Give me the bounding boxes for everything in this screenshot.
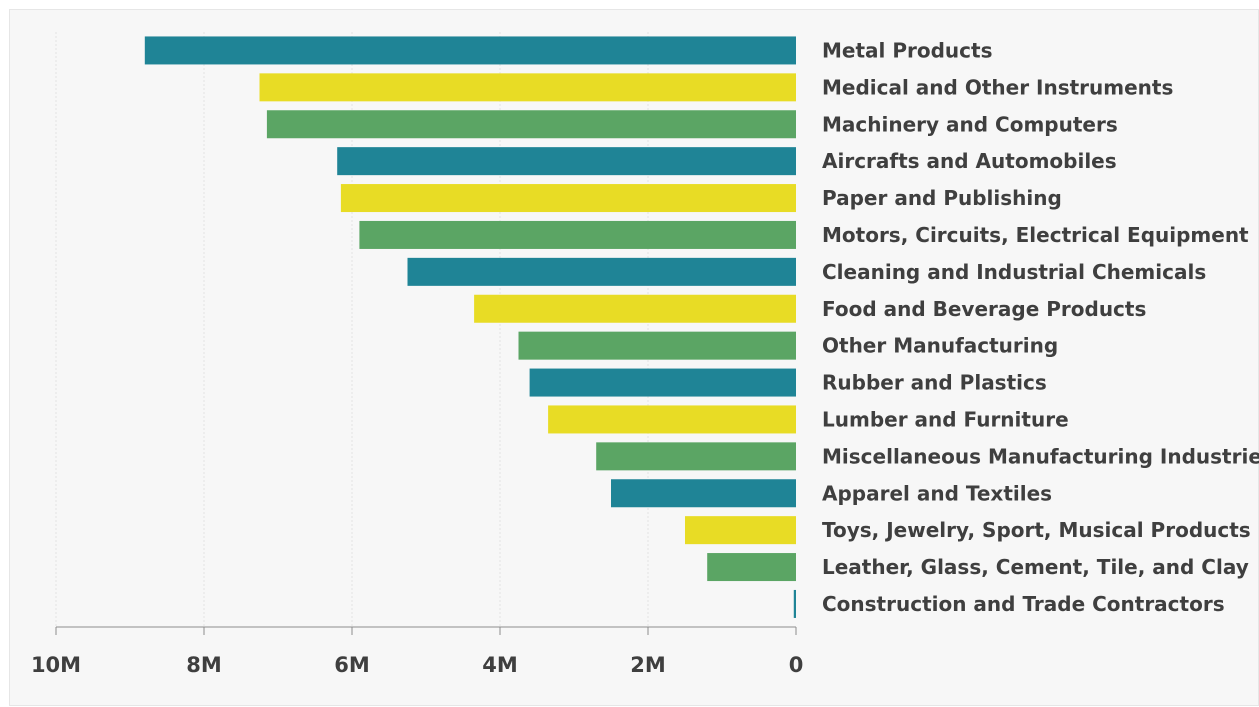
category-label: Motors, Circuits, Electrical Equipment xyxy=(822,223,1249,247)
x-axis: 10M 8M 6M 4M 2M 0 xyxy=(31,626,804,677)
bar xyxy=(266,110,796,139)
bar xyxy=(337,147,796,176)
bars xyxy=(144,36,797,618)
x-tick-label: 10M xyxy=(31,653,81,677)
bar xyxy=(793,589,796,618)
bar xyxy=(259,73,796,102)
category-label: Leather, Glass, Cement, Tile, and Clay xyxy=(822,555,1249,579)
grid-lines xyxy=(55,32,649,627)
bar xyxy=(359,220,796,249)
category-label: Food and Beverage Products xyxy=(822,297,1146,321)
category-label: Toys, Jewelry, Sport, Musical Products xyxy=(822,518,1251,542)
bar xyxy=(685,516,796,545)
bar xyxy=(707,553,796,582)
chart-panel: 10M 8M 6M 4M 2M 0 Metal Products Medical and O… xyxy=(9,9,1259,706)
bar xyxy=(474,294,796,323)
category-label: Lumber and Furniture xyxy=(822,407,1069,431)
category-label: Other Manufacturing xyxy=(822,334,1058,358)
bar xyxy=(144,36,797,65)
category-label: Rubber and Plastics xyxy=(822,371,1047,395)
x-tick-label: 6M xyxy=(334,653,370,677)
bar xyxy=(340,184,796,213)
x-tick-label: 4M xyxy=(482,653,518,677)
category-label: Aircrafts and Automobiles xyxy=(822,149,1117,173)
bar xyxy=(518,331,796,360)
x-tick-label: 8M xyxy=(186,653,222,677)
bar xyxy=(529,368,796,397)
category-label: Paper and Publishing xyxy=(822,186,1062,210)
x-tick-label: 2M xyxy=(630,653,666,677)
bar xyxy=(548,405,796,434)
bar-chart: 10M 8M 6M 4M 2M 0 Metal Products Medical and O… xyxy=(31,32,1259,677)
category-labels: Metal Products Medical and Other Instrume… xyxy=(822,38,1259,616)
category-label: Construction and Trade Contractors xyxy=(822,592,1225,616)
bar xyxy=(596,442,796,471)
category-label: Metal Products xyxy=(822,38,992,62)
x-tick-label: 0 xyxy=(789,653,804,677)
category-label: Cleaning and Industrial Chemicals xyxy=(822,260,1206,284)
category-label: Apparel and Textiles xyxy=(822,481,1052,505)
bar xyxy=(407,257,796,286)
category-label: Machinery and Computers xyxy=(822,112,1118,136)
bar xyxy=(611,479,796,508)
category-label: Miscellaneous Manufacturing Industries xyxy=(822,444,1259,468)
category-label: Medical and Other Instruments xyxy=(822,75,1173,99)
